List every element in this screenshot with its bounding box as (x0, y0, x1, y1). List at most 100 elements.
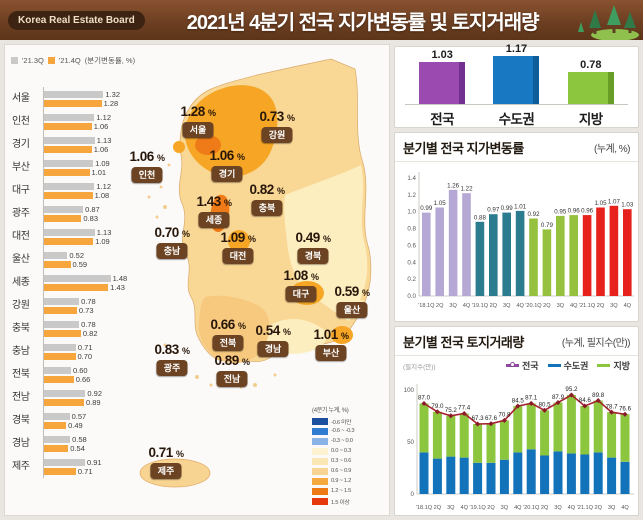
map-region-name: 대전 (222, 247, 254, 264)
map-region-value: 1.43 % (196, 194, 232, 209)
map-region-name: 충남 (156, 242, 188, 259)
regional-row: 강원 0.78 0.73 (9, 294, 137, 317)
map-region-label: 0.73 % 강원 (259, 110, 295, 143)
svg-text:4Q: 4Q (514, 505, 522, 511)
transaction-y-axis-label: (필지수(만)) (403, 363, 436, 371)
regional-bar-value: 0.92 (87, 388, 102, 398)
summary-bar-value: 1.03 (431, 49, 453, 61)
map-legend-range: 1.2 ~ 1.5 (331, 488, 352, 494)
regional-bar (44, 375, 74, 383)
regional-bar-value: 0.57 (71, 411, 87, 421)
percent-sign: % (182, 346, 190, 356)
regional-bar-value: 0.78 (81, 319, 96, 329)
regional-bar-line: 1.06 (44, 122, 137, 130)
map-legend-swatch (312, 457, 328, 465)
regional-row-label: 광주 (12, 208, 30, 219)
regional-bar-line: 0.89 (44, 397, 137, 407)
regional-row-label: 전남 (12, 392, 30, 403)
summary-bars: 1.03 1.17 0.78 (405, 43, 628, 105)
svg-text:0.97: 0.97 (487, 207, 500, 214)
svg-text:3Q: 3Q (554, 505, 562, 511)
map-legend-swatch (312, 497, 328, 505)
regional-bar (44, 136, 95, 144)
legend-swatch (11, 57, 18, 64)
map-legend-range: -0.6 ~ -0.3 (331, 428, 355, 434)
regional-bar-value: 0.54 (70, 443, 85, 453)
regional-bar-line: 0.52 (44, 251, 137, 259)
svg-text:78.7: 78.7 (606, 403, 619, 410)
regional-row-bars: 1.32 1.28 (43, 87, 137, 110)
map-region-name: 경남 (257, 340, 289, 357)
regional-bar (44, 352, 76, 360)
svg-text:77.4: 77.4 (458, 405, 471, 412)
svg-text:1.03: 1.03 (621, 202, 634, 209)
svg-text:4Q: 4Q (463, 303, 471, 309)
svg-text:'20.1Q: '20.1Q (523, 505, 540, 511)
svg-text:1.22: 1.22 (460, 186, 473, 193)
summary-bar-label: 전국 (430, 112, 455, 127)
regional-row-bars: 1.09 1.01 (43, 156, 137, 179)
svg-text:100: 100 (404, 387, 415, 394)
regional-bar-value: 0.89 (86, 397, 101, 407)
percent-sign: % (224, 198, 232, 208)
regional-chart-note: (분기변동률, %) (84, 56, 136, 65)
transaction-legend-item: 지방 (597, 359, 630, 372)
regional-bar-line: 1.13 (44, 228, 137, 236)
regional-bar-value: 1.28 (103, 98, 119, 108)
map-legend-row: -0.6 ~ -0.3 (312, 426, 355, 436)
regional-bar-line: 0.71 (44, 343, 137, 351)
svg-text:0.0: 0.0 (407, 293, 416, 300)
transaction-meta-row: (필지수(만)) 전국 수도권 지방 (395, 356, 638, 372)
svg-text:'18.1Q: '18.1Q (416, 505, 433, 511)
legend-swatch (47, 57, 55, 64)
regional-bar (44, 99, 102, 107)
regional-bar (44, 306, 77, 314)
regional-bar-line: 0.78 (44, 319, 137, 329)
regional-bar (44, 412, 70, 420)
map-legend-range: -0.6 미만 (331, 419, 352, 426)
map-legend-range: 0.9 ~ 1.2 (331, 478, 352, 484)
svg-text:1.05: 1.05 (594, 200, 607, 207)
regional-row: 세종 1.48 1.43 (9, 271, 137, 294)
regional-row-label: 충북 (12, 323, 30, 334)
regional-bar-line: 0.54 (44, 443, 137, 453)
regional-bar (44, 251, 68, 259)
svg-text:0.92: 0.92 (527, 211, 540, 218)
legend-label: 지방 (613, 361, 630, 371)
regional-row-bars: 1.12 1.08 (43, 179, 137, 202)
svg-text:2Q: 2Q (541, 505, 549, 511)
regional-bar (44, 159, 94, 167)
summary-bar (419, 62, 466, 104)
svg-text:3Q: 3Q (501, 505, 509, 511)
svg-text:2Q: 2Q (543, 303, 551, 309)
regional-row-label: 대전 (12, 231, 30, 242)
regional-bar (44, 444, 69, 452)
svg-text:4Q: 4Q (568, 505, 576, 511)
svg-text:2Q: 2Q (597, 303, 605, 309)
svg-text:87.9: 87.9 (552, 394, 565, 401)
regional-row: 경기 1.13 1.06 (9, 133, 137, 156)
regional-bar (44, 122, 92, 130)
map-region-label: 0.89 % 전남 (214, 354, 250, 387)
svg-text:2Q: 2Q (436, 303, 444, 309)
svg-text:1.0: 1.0 (407, 209, 416, 216)
transaction-title: 분기별 전국 토지거래량 (403, 335, 524, 350)
regional-row: 제주 0.91 0.71 (9, 455, 137, 478)
regional-bar-value: 1.43 (110, 282, 125, 292)
regional-bar-value: 1.06 (93, 144, 109, 154)
svg-text:2Q: 2Q (487, 505, 495, 511)
map-region-value: 0.82 % (249, 182, 285, 197)
transaction-legend-item: 전국 (506, 359, 539, 372)
svg-text:89.8: 89.8 (592, 392, 605, 399)
transaction-legend-item: 수도권 (547, 359, 588, 372)
regional-row: 대전 1.13 1.09 (9, 225, 137, 248)
regional-bar-line: 0.57 (44, 411, 137, 421)
regional-row: 경남 0.58 0.54 (9, 432, 137, 455)
regional-row-label: 경남 (12, 438, 30, 449)
map-legend-row: 1.2 ~ 1.5 (312, 486, 354, 496)
percent-sign: % (362, 288, 370, 298)
svg-text:4Q: 4Q (516, 303, 524, 309)
regional-bar (44, 467, 76, 475)
regional-bar-line: 1.12 (44, 182, 137, 190)
bar-legend-glyph (597, 364, 611, 367)
